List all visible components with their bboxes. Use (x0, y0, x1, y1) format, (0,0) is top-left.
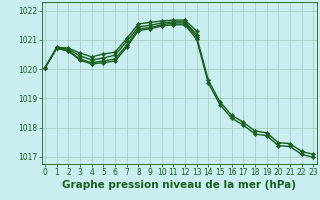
X-axis label: Graphe pression niveau de la mer (hPa): Graphe pression niveau de la mer (hPa) (62, 180, 296, 190)
